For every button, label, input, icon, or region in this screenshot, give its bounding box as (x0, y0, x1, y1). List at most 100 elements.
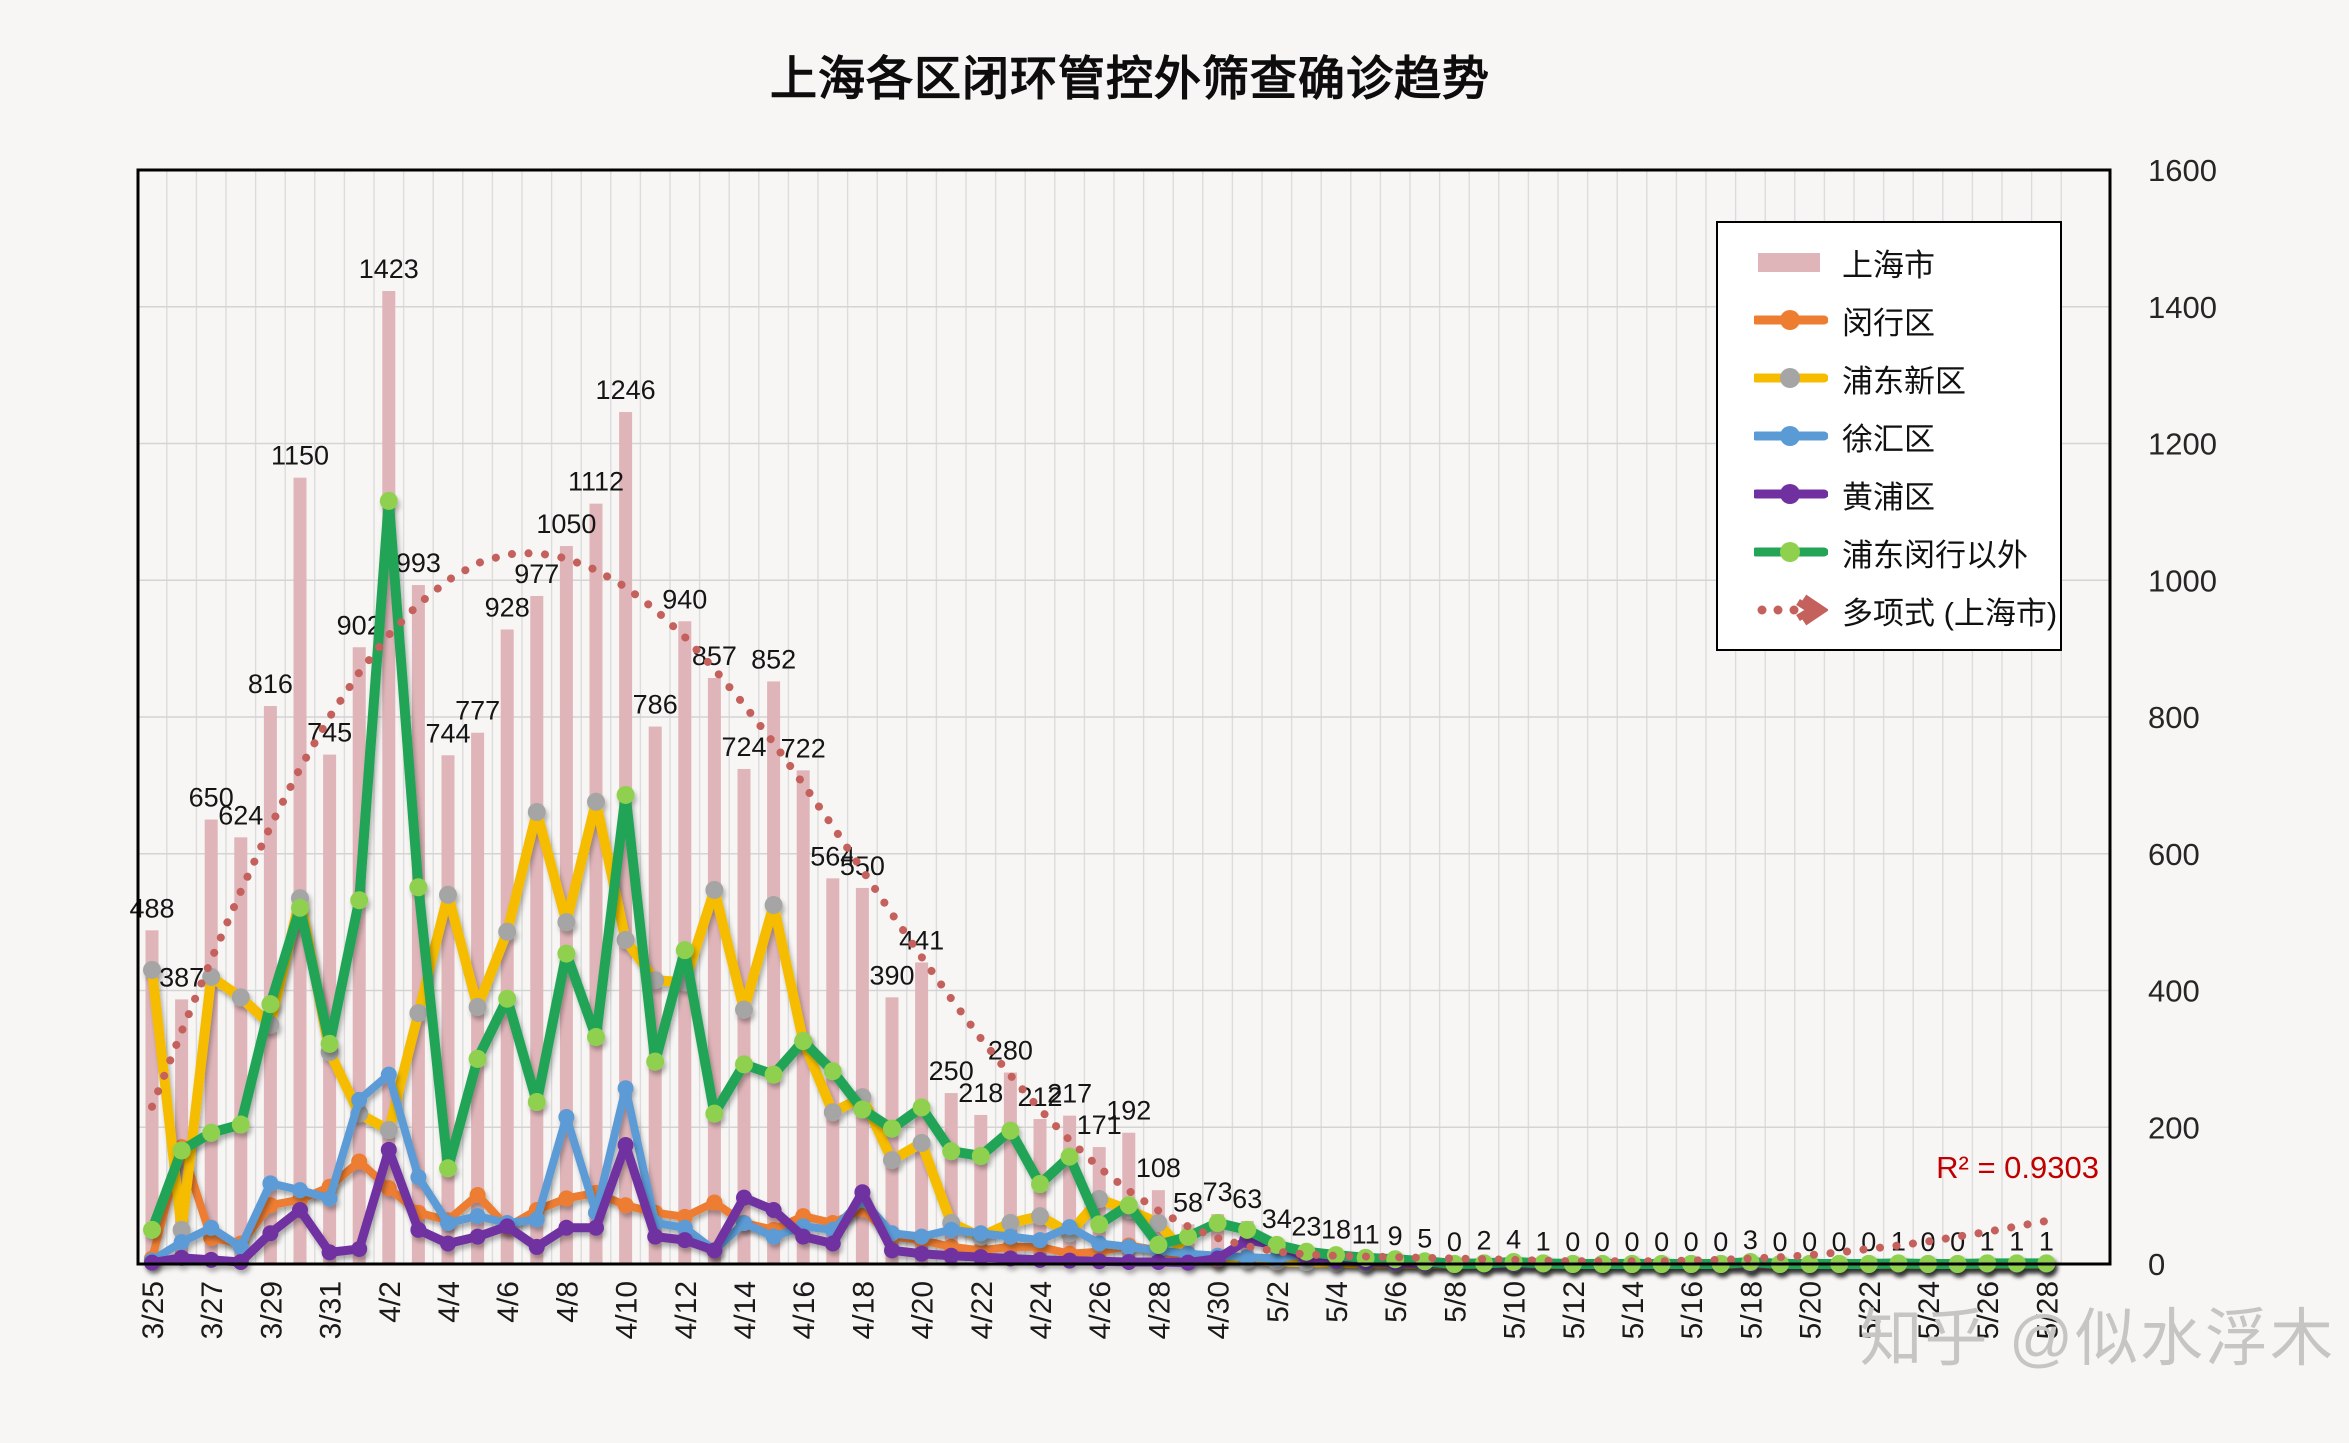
svg-text:0: 0 (1772, 1227, 1787, 1257)
legend-item-shanghai: 上海市 (1754, 240, 2060, 285)
svg-text:4: 4 (1506, 1224, 1521, 1254)
svg-text:4/2: 4/2 (374, 1281, 407, 1323)
svg-text:5/16: 5/16 (1676, 1281, 1709, 1339)
svg-text:73: 73 (1203, 1177, 1233, 1207)
svg-text:800: 800 (2148, 700, 2200, 735)
svg-text:3/25: 3/25 (137, 1281, 170, 1339)
svg-text:0: 0 (1565, 1227, 1580, 1257)
svg-text:5/12: 5/12 (1558, 1281, 1591, 1339)
svg-text:0: 0 (1447, 1227, 1462, 1257)
svg-text:5/20: 5/20 (1795, 1281, 1828, 1339)
legend-item-minhang: 闵行区 (1754, 298, 2060, 343)
y-axis-right-ticks: 0 200 400 600 800 1000 1200 1400 1600 (2148, 153, 2217, 1282)
svg-text:400: 400 (2148, 974, 2200, 1009)
svg-text:1400: 1400 (2148, 290, 2217, 325)
svg-text:4/16: 4/16 (788, 1281, 821, 1339)
svg-text:4/20: 4/20 (907, 1281, 940, 1339)
svg-text:4/10: 4/10 (611, 1281, 644, 1339)
svg-text:0: 0 (2148, 1247, 2165, 1282)
svg-text:1: 1 (2009, 1226, 2024, 1256)
svg-text:5/8: 5/8 (1439, 1281, 1472, 1323)
svg-text:4/14: 4/14 (729, 1281, 762, 1339)
legend-label-xuhui: 徐汇区 (1842, 421, 1935, 457)
svg-text:3/31: 3/31 (315, 1281, 348, 1339)
svg-text:624: 624 (218, 800, 263, 830)
svg-text:5: 5 (1417, 1224, 1432, 1254)
svg-text:857: 857 (692, 641, 737, 671)
svg-text:5/14: 5/14 (1617, 1281, 1650, 1339)
svg-text:1112: 1112 (568, 467, 624, 497)
svg-text:5/2: 5/2 (1262, 1281, 1295, 1323)
series-polynomial-trend-dotted-curve (148, 548, 2051, 1266)
svg-text:5/6: 5/6 (1380, 1281, 1413, 1323)
legend-swatch-trend-icon (1757, 594, 1828, 626)
svg-text:217: 217 (1047, 1079, 1092, 1109)
svg-text:977: 977 (514, 559, 559, 589)
svg-text:5/22: 5/22 (1854, 1281, 1887, 1339)
svg-text:993: 993 (396, 548, 441, 578)
legend-swatch-line-icon (1754, 310, 1828, 330)
svg-text:171: 171 (1077, 1110, 1122, 1140)
svg-text:0: 0 (1713, 1227, 1728, 1257)
svg-text:0: 0 (1950, 1227, 1965, 1257)
legend-label-polynomial-trend: 多项式 (上海市) (1842, 595, 2058, 631)
svg-text:108: 108 (1136, 1153, 1181, 1183)
svg-text:5/18: 5/18 (1735, 1281, 1768, 1339)
legend-swatch-line-icon (1754, 484, 1828, 504)
svg-text:200: 200 (2148, 1110, 2200, 1145)
svg-text:34: 34 (1262, 1204, 1292, 1234)
svg-text:5/26: 5/26 (1972, 1281, 2005, 1339)
svg-text:1246: 1246 (596, 375, 656, 405)
svg-text:387: 387 (159, 962, 204, 992)
svg-text:4/26: 4/26 (1084, 1281, 1117, 1339)
svg-text:280: 280 (988, 1036, 1033, 1066)
svg-text:192: 192 (1106, 1096, 1151, 1126)
svg-text:4/18: 4/18 (847, 1281, 880, 1339)
legend-label-shanghai: 上海市 (1842, 247, 1935, 283)
svg-text:744: 744 (425, 718, 470, 748)
svg-text:4/4: 4/4 (433, 1281, 466, 1323)
svg-text:786: 786 (633, 690, 678, 720)
svg-text:390: 390 (869, 960, 914, 990)
svg-text:0: 0 (1595, 1227, 1610, 1257)
chart-title: 上海各区闭环管控外筛查确诊趋势 (770, 52, 1490, 105)
svg-text:5/28: 5/28 (2031, 1281, 2064, 1339)
svg-text:1: 1 (1980, 1226, 1995, 1256)
legend-swatch-line-icon (1754, 368, 1828, 388)
svg-text:852: 852 (751, 644, 796, 674)
svg-text:1: 1 (2039, 1226, 2054, 1256)
svg-text:1050: 1050 (536, 509, 596, 539)
legend-swatch-bar-icon (1758, 253, 1820, 272)
svg-text:2: 2 (1476, 1226, 1491, 1256)
svg-text:3: 3 (1743, 1225, 1758, 1255)
r2-annotation: R² = 0.9303 (1936, 1150, 2099, 1185)
svg-text:9: 9 (1388, 1221, 1403, 1251)
svg-text:1600: 1600 (2148, 153, 2217, 188)
svg-text:4/12: 4/12 (670, 1281, 703, 1339)
svg-text:488: 488 (129, 893, 174, 923)
svg-text:18: 18 (1321, 1215, 1351, 1245)
svg-text:4/24: 4/24 (1025, 1281, 1058, 1339)
svg-text:218: 218 (958, 1078, 1003, 1108)
legend-label-pudong: 浦东新区 (1842, 363, 1966, 399)
svg-text:4/28: 4/28 (1143, 1281, 1176, 1339)
svg-text:11: 11 (1352, 1219, 1380, 1249)
svg-text:1200: 1200 (2148, 427, 2217, 462)
svg-text:3/29: 3/29 (255, 1281, 288, 1339)
legend: 上海市 闵行区 浦东新区 徐汇区 黄浦区 浦东闵行以外 多项式 (上海市) (1716, 221, 2062, 651)
svg-text:3/27: 3/27 (196, 1281, 229, 1339)
legend-item-pudong: 浦东新区 (1754, 356, 2060, 401)
svg-text:4/8: 4/8 (551, 1281, 584, 1323)
svg-text:58: 58 (1173, 1187, 1203, 1217)
legend-swatch-line-icon (1754, 426, 1828, 446)
svg-text:5/10: 5/10 (1499, 1281, 1532, 1339)
legend-item-ex-pudong-minhang: 浦东闵行以外 (1754, 530, 2060, 575)
legend-item-polynomial-trend: 多项式 (上海市) (1754, 588, 2060, 633)
svg-text:1150: 1150 (271, 441, 329, 471)
svg-text:777: 777 (455, 696, 500, 726)
svg-text:4/6: 4/6 (492, 1281, 525, 1323)
svg-text:4/22: 4/22 (966, 1281, 999, 1339)
svg-text:23: 23 (1291, 1211, 1321, 1241)
svg-text:0: 0 (1684, 1227, 1699, 1257)
